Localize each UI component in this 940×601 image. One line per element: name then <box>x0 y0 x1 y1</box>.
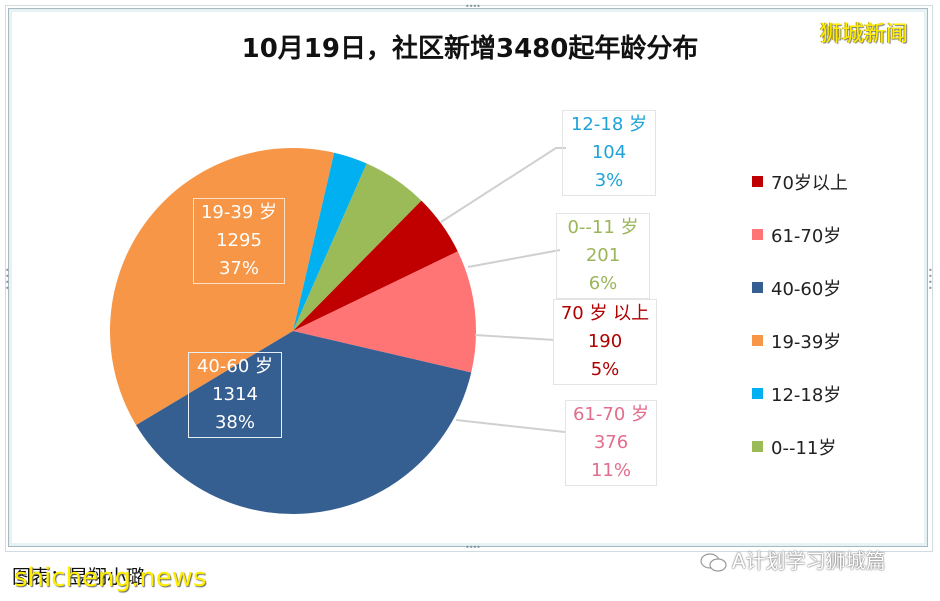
legend-label: 70岁以上 <box>771 172 848 194</box>
legend-item-0-11[interactable]: 0--11岁 <box>752 420 848 473</box>
data-label-70plus: 70 岁 以上 190 5% <box>553 299 657 385</box>
label-name: 19-39 岁 <box>200 202 278 223</box>
label-name: 70 岁 以上 <box>560 303 650 324</box>
legend-swatch-icon <box>752 282 763 293</box>
leader-line-70plus <box>474 334 556 341</box>
pie-slice[interactable] <box>109 148 335 426</box>
label-percent: 5% <box>590 359 620 380</box>
chart-legend: 70岁以上 61-70岁 40-60岁 19-39岁 12-18岁 0--11岁 <box>752 155 848 473</box>
leader-line-61-70 <box>455 419 566 433</box>
label-value: 190 <box>587 331 623 352</box>
legend-label: 12-18岁 <box>771 384 842 406</box>
data-label-40-60: 40-60 岁 1314 38% <box>188 352 282 438</box>
label-percent: 11% <box>590 460 631 481</box>
legend-swatch-icon <box>752 229 763 240</box>
pie-slice[interactable] <box>293 200 458 331</box>
label-percent: 3% <box>594 170 624 191</box>
pie-slice[interactable] <box>293 152 367 331</box>
pie-slice[interactable] <box>293 163 422 331</box>
chart-title: 10月19日，社区新增3480起年龄分布 <box>241 34 699 64</box>
label-percent: 38% <box>214 412 255 433</box>
data-label-0-11: 0--11 岁 201 6% <box>556 213 650 299</box>
pie-slice[interactable] <box>136 331 472 514</box>
data-label-12-18: 12-18 岁 104 3% <box>562 110 656 196</box>
account-name: A计划学习狮城篇 <box>732 549 886 573</box>
legend-swatch-icon <box>752 176 763 187</box>
watermark-bottom: shicheng.news <box>14 563 207 593</box>
label-value: 1295 <box>216 230 262 251</box>
data-label-19-39: 19-39 岁 1295 37% <box>193 198 285 284</box>
chart-frame-outer <box>5 5 933 552</box>
legend-swatch-icon <box>752 441 763 452</box>
label-name: 0--11 岁 <box>567 217 639 238</box>
label-percent: 37% <box>218 258 259 279</box>
legend-item-12-18[interactable]: 12-18岁 <box>752 367 848 420</box>
label-value: 1314 <box>212 384 258 405</box>
leader-line-0-11 <box>467 249 561 268</box>
legend-label: 40-60岁 <box>771 278 842 300</box>
account-watermark: A计划学习狮城篇 <box>700 545 886 574</box>
label-percent: 6% <box>588 273 618 294</box>
legend-item-40-60[interactable]: 40-60岁 <box>752 261 848 314</box>
pie-slice[interactable] <box>293 251 476 373</box>
watermark-top: 狮城新闻 <box>820 22 909 47</box>
wechat-icon <box>700 552 727 572</box>
label-value: 104 <box>591 142 627 163</box>
resize-handle-bottom[interactable]: •••• <box>465 543 481 552</box>
label-name: 61-70 岁 <box>572 404 650 425</box>
resize-handle-right[interactable]: • • • • <box>928 266 933 293</box>
legend-item-61-70[interactable]: 61-70岁 <box>752 208 848 261</box>
legend-swatch-icon <box>752 388 763 399</box>
legend-label: 61-70岁 <box>771 225 842 247</box>
legend-label: 19-39岁 <box>771 331 842 353</box>
label-name: 12-18 岁 <box>570 114 648 135</box>
resize-handle-top[interactable]: •••• <box>465 2 481 11</box>
legend-swatch-icon <box>752 335 763 346</box>
legend-item-19-39[interactable]: 19-39岁 <box>752 314 848 367</box>
data-label-61-70: 61-70 岁 376 11% <box>565 400 657 486</box>
leader-line-12-18 <box>440 147 566 223</box>
label-value: 376 <box>593 432 629 453</box>
label-value: 201 <box>585 245 621 266</box>
legend-item-70plus[interactable]: 70岁以上 <box>752 155 848 208</box>
legend-label: 0--11岁 <box>771 437 837 459</box>
chart-source: 图表：昱翔小璐 <box>12 566 146 588</box>
resize-handle-left[interactable]: • • • • <box>5 266 10 293</box>
label-name: 40-60 岁 <box>196 356 274 377</box>
